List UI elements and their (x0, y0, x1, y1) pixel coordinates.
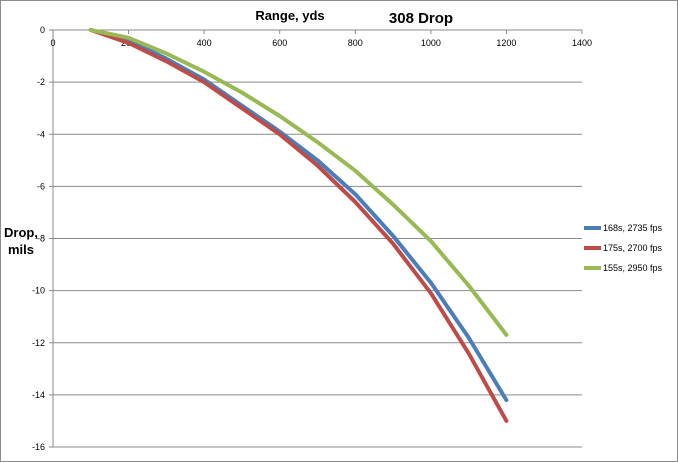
x-tick-label: 600 (272, 38, 287, 48)
y-axis-title-line-1: Drop, (4, 225, 38, 240)
x-tick-label: 800 (348, 38, 363, 48)
x-tick-label: 1400 (572, 38, 592, 48)
axes (49, 29, 583, 448)
y-axis-title-line-2: mils (8, 242, 34, 257)
series-line-2 (88, 28, 509, 337)
y-tick-label: -10 (32, 286, 45, 296)
chart-title: 308 Drop (389, 10, 453, 27)
x-tick-label: 1200 (496, 38, 516, 48)
y-tick-label: -16 (32, 442, 45, 452)
x-tick-label: 0 (50, 38, 55, 48)
y-tick-label: -12 (32, 338, 45, 348)
y-tick-label: 0 (40, 25, 45, 35)
series-line-1 (88, 28, 509, 423)
y-tick-label: -6 (37, 181, 45, 191)
y-tick-label: -4 (37, 129, 45, 139)
y-tick-label: -14 (32, 390, 45, 400)
series-lines (88, 28, 509, 423)
legend-label-175s: 175s, 2700 fps (603, 243, 663, 253)
x-tick-label: 400 (197, 38, 212, 48)
legend-label-155s: 155s, 2950 fps (603, 263, 663, 273)
y-tick-label: -2 (37, 77, 45, 87)
legend: 168s, 2735 fps 175s, 2700 fps 155s, 2950… (584, 223, 663, 273)
legend-label-168s: 168s, 2735 fps (603, 223, 663, 233)
x-axis-title: Range, yds (255, 8, 324, 23)
series-line-0 (88, 28, 509, 403)
y-tick-label: -8 (37, 234, 45, 244)
y-tick-labels: 0 -2 -4 -6 -8 -10 -12 -14 -16 (32, 25, 45, 452)
x-tick-label: 1000 (421, 38, 441, 48)
